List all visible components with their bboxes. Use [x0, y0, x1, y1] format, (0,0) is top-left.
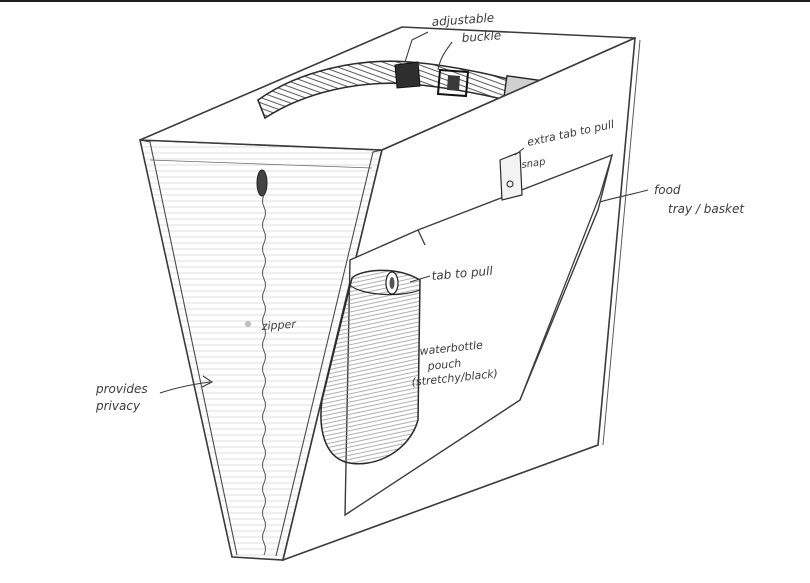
- label-pouch: pouch: [426, 357, 462, 374]
- label-adjustable: adjustable: [431, 11, 494, 29]
- label-snap: snap: [521, 157, 546, 171]
- label-buckle: buckle: [461, 28, 501, 45]
- label-food: food: [654, 183, 681, 197]
- zipper: [245, 169, 268, 556]
- label-provides: provides: [95, 382, 148, 396]
- waterbottle-pouch: [320, 269, 421, 465]
- label-tray-basket: tray / basket: [668, 202, 745, 216]
- annotation-leaders: [159, 31, 649, 394]
- annotation-labels: adjustable buckle extra tab to pull snap…: [95, 11, 745, 413]
- label-zipper: zipper: [260, 318, 297, 334]
- extra-tab: [499, 151, 523, 201]
- label-tab-to-pull: tab to pull: [431, 264, 494, 283]
- label-privacy: privacy: [95, 399, 141, 413]
- top-border-line: [0, 0, 810, 2]
